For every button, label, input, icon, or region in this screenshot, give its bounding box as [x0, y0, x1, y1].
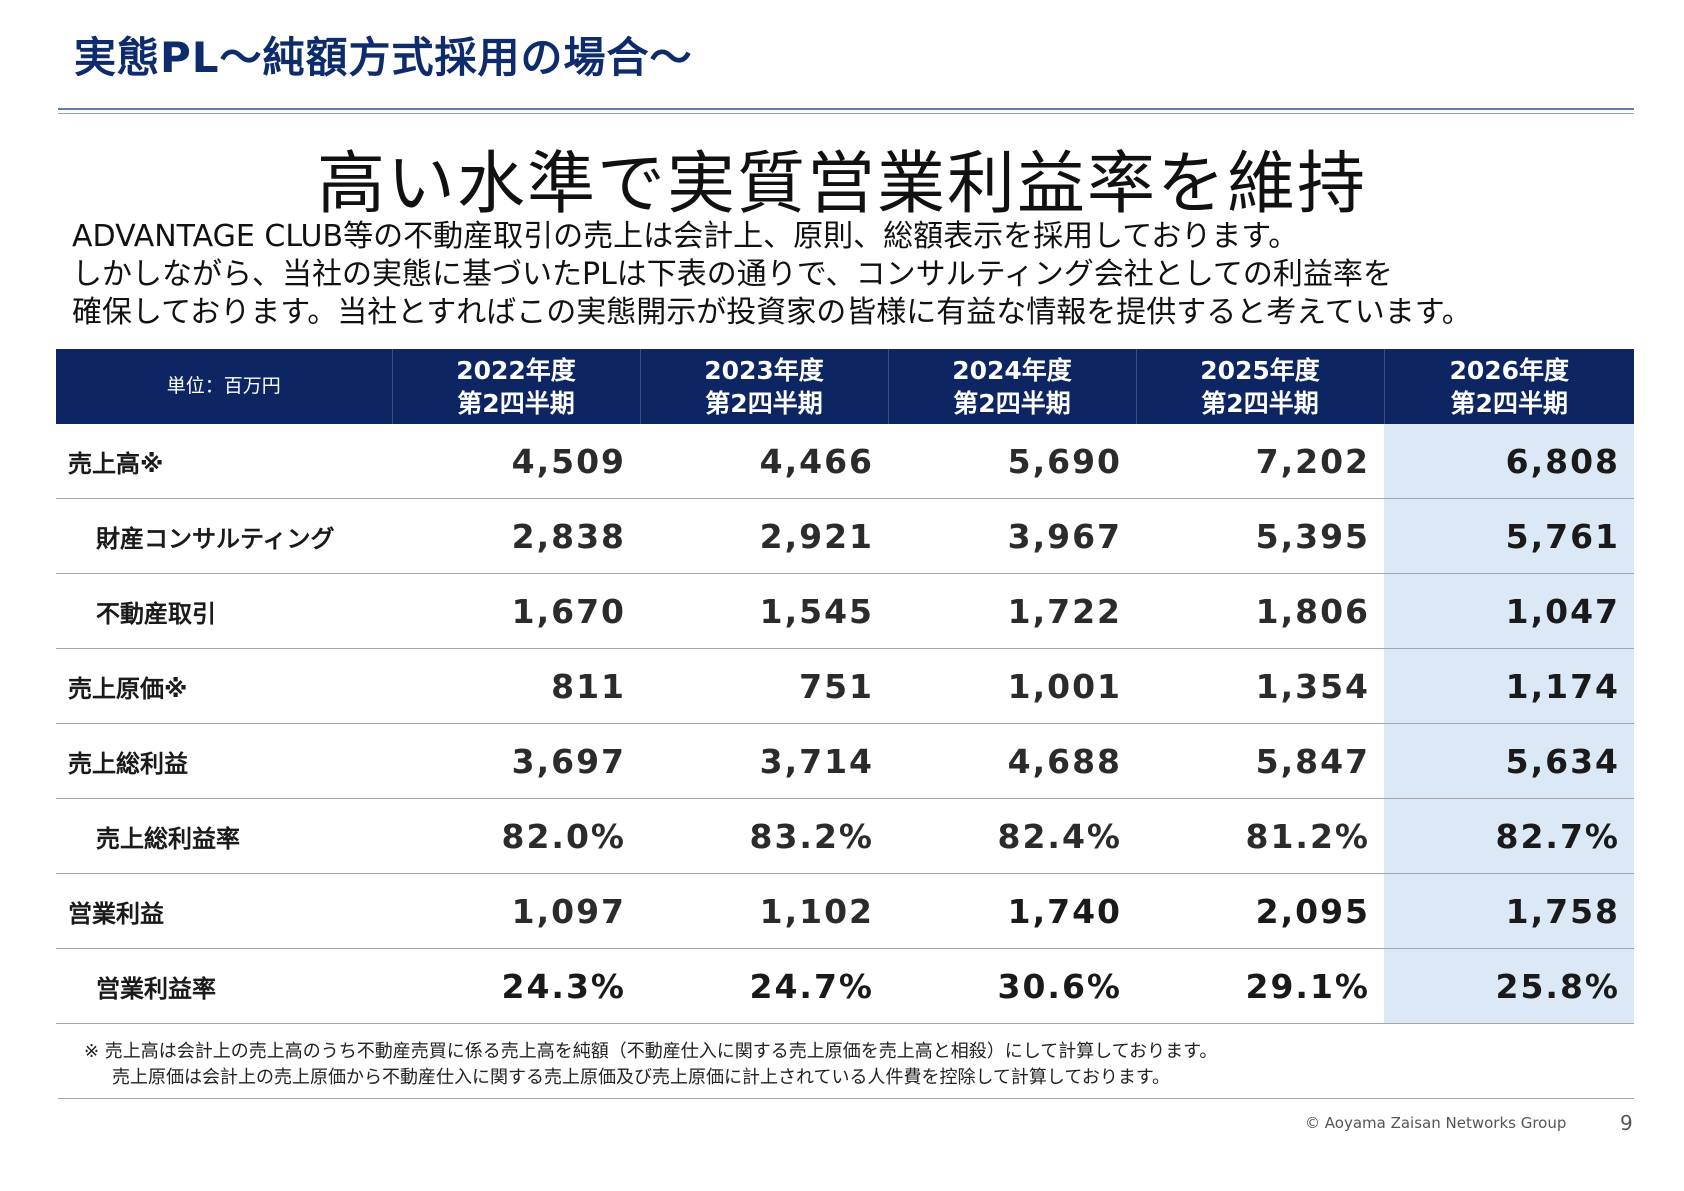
table-cell-highlight: 25.8% — [1384, 948, 1634, 1024]
table-cell: 1,354 — [1136, 648, 1384, 724]
footnote: ※ 売上高は会計上の売上高のうち不動産売買に係る売上高を純額（不動産仕入に関する… — [84, 1041, 1218, 1062]
table-row-operating-margin: 営業利益率 24.3% 24.7% 30.6% 29.1% 25.8% — [56, 948, 1634, 1024]
table-cell: 7,202 — [1136, 424, 1384, 499]
column-header: 2025年度 第2四半期 — [1135, 349, 1384, 424]
table-cell: 4,688 — [888, 723, 1136, 799]
slide-title: 実態PL～純額方式採用の場合～ — [74, 33, 693, 82]
table-row-gross-margin: 売上総利益率 82.0% 83.2% 82.4% 81.2% 82.7% — [56, 798, 1634, 874]
row-label: 売上高※ — [56, 424, 392, 499]
table-row-consulting: 財産コンサルティング 2,838 2,921 3,967 5,395 5,761 — [56, 498, 1634, 574]
title-divider-thin — [58, 113, 1634, 114]
table-cell-highlight: 1,758 — [1384, 873, 1634, 949]
table-cell: 3,714 — [640, 723, 888, 799]
page-number: 9 — [1620, 1111, 1633, 1135]
table-cell: 3,967 — [888, 498, 1136, 574]
footnotes: ※ 売上高は会計上の売上高のうち不動産売買に係る売上高を純額（不動産仕入に関する… — [84, 1039, 1217, 1091]
table-cell: 5,847 — [1136, 723, 1384, 799]
table-row-operating-profit: 営業利益 1,097 1,102 1,740 2,095 1,758 — [56, 873, 1634, 949]
table-cell-highlight: 6,808 — [1384, 424, 1634, 499]
table-cell: 2,838 — [392, 498, 640, 574]
table-cell: 811 — [392, 648, 640, 724]
table-cell: 1,670 — [392, 573, 640, 649]
table-cell: 83.2% — [640, 798, 888, 874]
lead-paragraph: ADVANTAGE CLUB等の不動産取引の売上は会計上、原則、総額表示を採用し… — [72, 218, 1672, 332]
table-cell-highlight: 5,634 — [1384, 723, 1634, 799]
row-label: 営業利益 — [56, 873, 392, 949]
column-header: 2026年度 第2四半期 — [1383, 349, 1634, 424]
table-cell: 1,806 — [1136, 573, 1384, 649]
table-cell: 4,466 — [640, 424, 888, 499]
row-label: 売上総利益率 — [56, 798, 392, 874]
unit-label: 単位：百万円 — [56, 349, 392, 424]
table-cell: 1,722 — [888, 573, 1136, 649]
row-label: 財産コンサルティング — [56, 498, 392, 574]
table-row-sales: 売上高※ 4,509 4,466 5,690 7,202 6,808 — [56, 424, 1634, 499]
table-cell: 1,001 — [888, 648, 1136, 724]
column-header: 2022年度 第2四半期 — [391, 349, 640, 424]
table-cell: 1,097 — [392, 873, 640, 949]
table-cell: 1,102 — [640, 873, 888, 949]
table-row-gross-profit: 売上総利益 3,697 3,714 4,688 5,847 5,634 — [56, 723, 1634, 799]
headline: 高い水準で実質営業利益率を維持 — [316, 145, 1367, 224]
table-cell-highlight: 82.7% — [1384, 798, 1634, 874]
table-cell: 24.7% — [640, 948, 888, 1024]
table-cell: 82.0% — [392, 798, 640, 874]
footnote: 売上原価は会計上の売上原価から不動産仕入に関する売上原価及び売上原価に計上されて… — [112, 1067, 1171, 1088]
column-header: 2024年度 第2四半期 — [887, 349, 1136, 424]
table-cell: 4,509 — [392, 424, 640, 499]
table-cell: 82.4% — [888, 798, 1136, 874]
table-cell: 29.1% — [1136, 948, 1384, 1024]
footer-divider — [58, 1098, 1634, 1099]
table-cell: 2,095 — [1136, 873, 1384, 949]
copyright: © Aoyama Zaisan Networks Group — [1305, 1114, 1567, 1132]
table-cell: 5,690 — [888, 424, 1136, 499]
table-cell: 81.2% — [1136, 798, 1384, 874]
pl-table: 単位：百万円 2022年度 第2四半期 2023年度 第2四半期 2024年度 第2四… — [56, 349, 1634, 1024]
row-label: 売上原価※ — [56, 648, 392, 724]
table-cell-highlight: 1,047 — [1384, 573, 1634, 649]
row-label: 売上総利益 — [56, 723, 392, 799]
table-cell: 1,545 — [640, 573, 888, 649]
row-label: 不動産取引 — [56, 573, 392, 649]
table-cell: 5,395 — [1136, 498, 1384, 574]
title-divider — [58, 108, 1634, 110]
table-header-row: 単位：百万円 2022年度 第2四半期 2023年度 第2四半期 2024年度 第2四… — [56, 349, 1634, 424]
lead-line: ADVANTAGE CLUB等の不動産取引の売上は会計上、原則、総額表示を採用し… — [72, 219, 1299, 254]
table-cell: 30.6% — [888, 948, 1136, 1024]
table-cell: 1,740 — [888, 873, 1136, 949]
table-cell: 751 — [640, 648, 888, 724]
column-header: 2023年度 第2四半期 — [639, 349, 888, 424]
table-row-cost-of-sales: 売上原価※ 811 751 1,001 1,354 1,174 — [56, 648, 1634, 724]
row-label: 営業利益率 — [56, 948, 392, 1024]
lead-line: しかしながら、当社の実態に基づいたPLは下表の通りで、コンサルティング会社として… — [72, 257, 1393, 292]
table-cell-highlight: 5,761 — [1384, 498, 1634, 574]
table-cell: 3,697 — [392, 723, 640, 799]
table-cell: 24.3% — [392, 948, 640, 1024]
lead-line: 確保しております。当社とすればこの実態開示が投資家の皆様に有益な情報を提供すると… — [72, 295, 1472, 330]
table-cell-highlight: 1,174 — [1384, 648, 1634, 724]
table-row-real-estate: 不動産取引 1,670 1,545 1,722 1,806 1,047 — [56, 573, 1634, 649]
table-cell: 2,921 — [640, 498, 888, 574]
